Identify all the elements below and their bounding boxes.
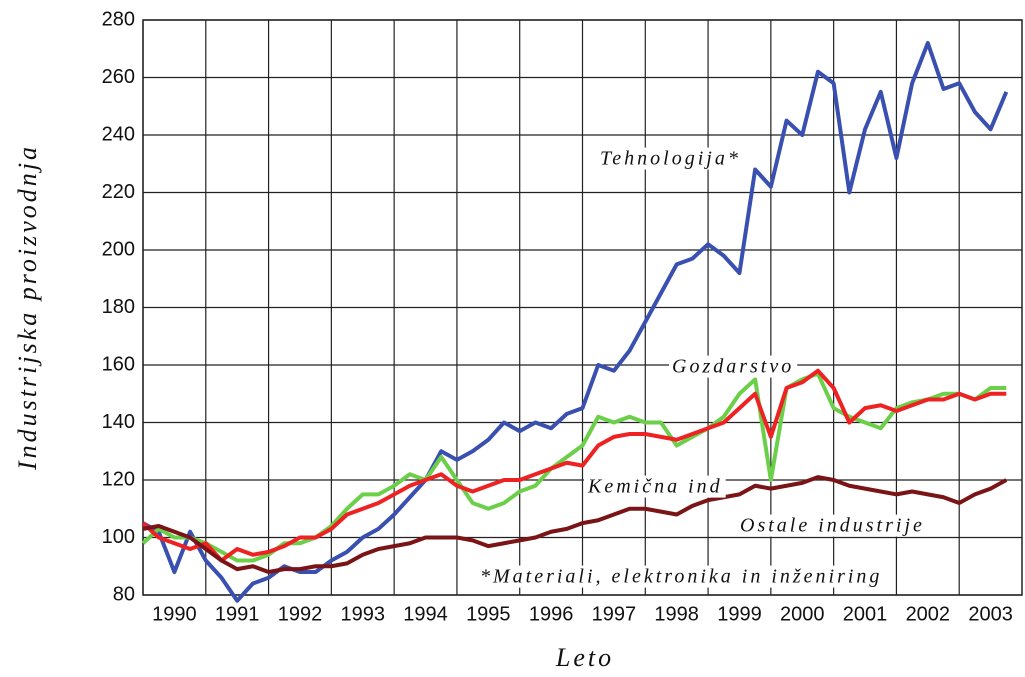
x-tick-label: 1991 bbox=[215, 603, 260, 625]
series-label: Tehnologija* bbox=[600, 148, 741, 170]
x-tick-label: 1997 bbox=[592, 603, 637, 625]
x-tick-label: 1990 bbox=[152, 603, 197, 625]
y-tick-label: 100 bbox=[102, 526, 135, 548]
x-tick-label: 1992 bbox=[278, 603, 323, 625]
y-tick-label: 80 bbox=[113, 583, 135, 605]
y-tick-label: 120 bbox=[102, 468, 135, 490]
x-tick-label: 1999 bbox=[717, 603, 762, 625]
label-bg bbox=[477, 565, 886, 588]
x-tick-label: 2002 bbox=[906, 603, 951, 625]
x-tick-label: 1998 bbox=[654, 603, 699, 625]
x-tick-label: 1995 bbox=[466, 603, 511, 625]
label-bg bbox=[737, 514, 928, 537]
y-tick-label: 200 bbox=[102, 238, 135, 260]
y-tick-label: 140 bbox=[102, 411, 135, 433]
plot-frame bbox=[142, 19, 1023, 596]
x-axis-label: Leto bbox=[555, 643, 614, 672]
label-bg bbox=[669, 355, 798, 378]
series-line bbox=[142, 475, 1008, 574]
y-axis-label: Industrijska proizvodnja bbox=[13, 144, 42, 471]
x-tick-label: 1994 bbox=[403, 603, 448, 625]
x-tick-label: 1993 bbox=[341, 603, 386, 625]
x-tick-label: 2000 bbox=[780, 603, 825, 625]
x-tick-label: 2003 bbox=[968, 603, 1013, 625]
y-tick-label: 220 bbox=[102, 181, 135, 203]
x-tick-label: 1996 bbox=[529, 603, 574, 625]
y-tick-label: 280 bbox=[102, 8, 135, 30]
series-label: Ostale industrije bbox=[740, 515, 925, 537]
label-bg bbox=[597, 147, 744, 170]
series-label: Gozdarstvo bbox=[672, 356, 794, 378]
y-tick-label: 160 bbox=[102, 353, 135, 375]
y-tick-label: 260 bbox=[102, 66, 135, 88]
annotation: *Materiali, elektronika in inženiring bbox=[480, 566, 882, 588]
y-tick-label: 180 bbox=[102, 296, 135, 318]
x-tick-label: 2001 bbox=[843, 603, 888, 625]
series-label: Kemična ind bbox=[587, 476, 723, 498]
y-tick-label: 240 bbox=[102, 123, 135, 145]
series-line bbox=[141, 368, 1007, 563]
label-bg bbox=[584, 475, 726, 498]
